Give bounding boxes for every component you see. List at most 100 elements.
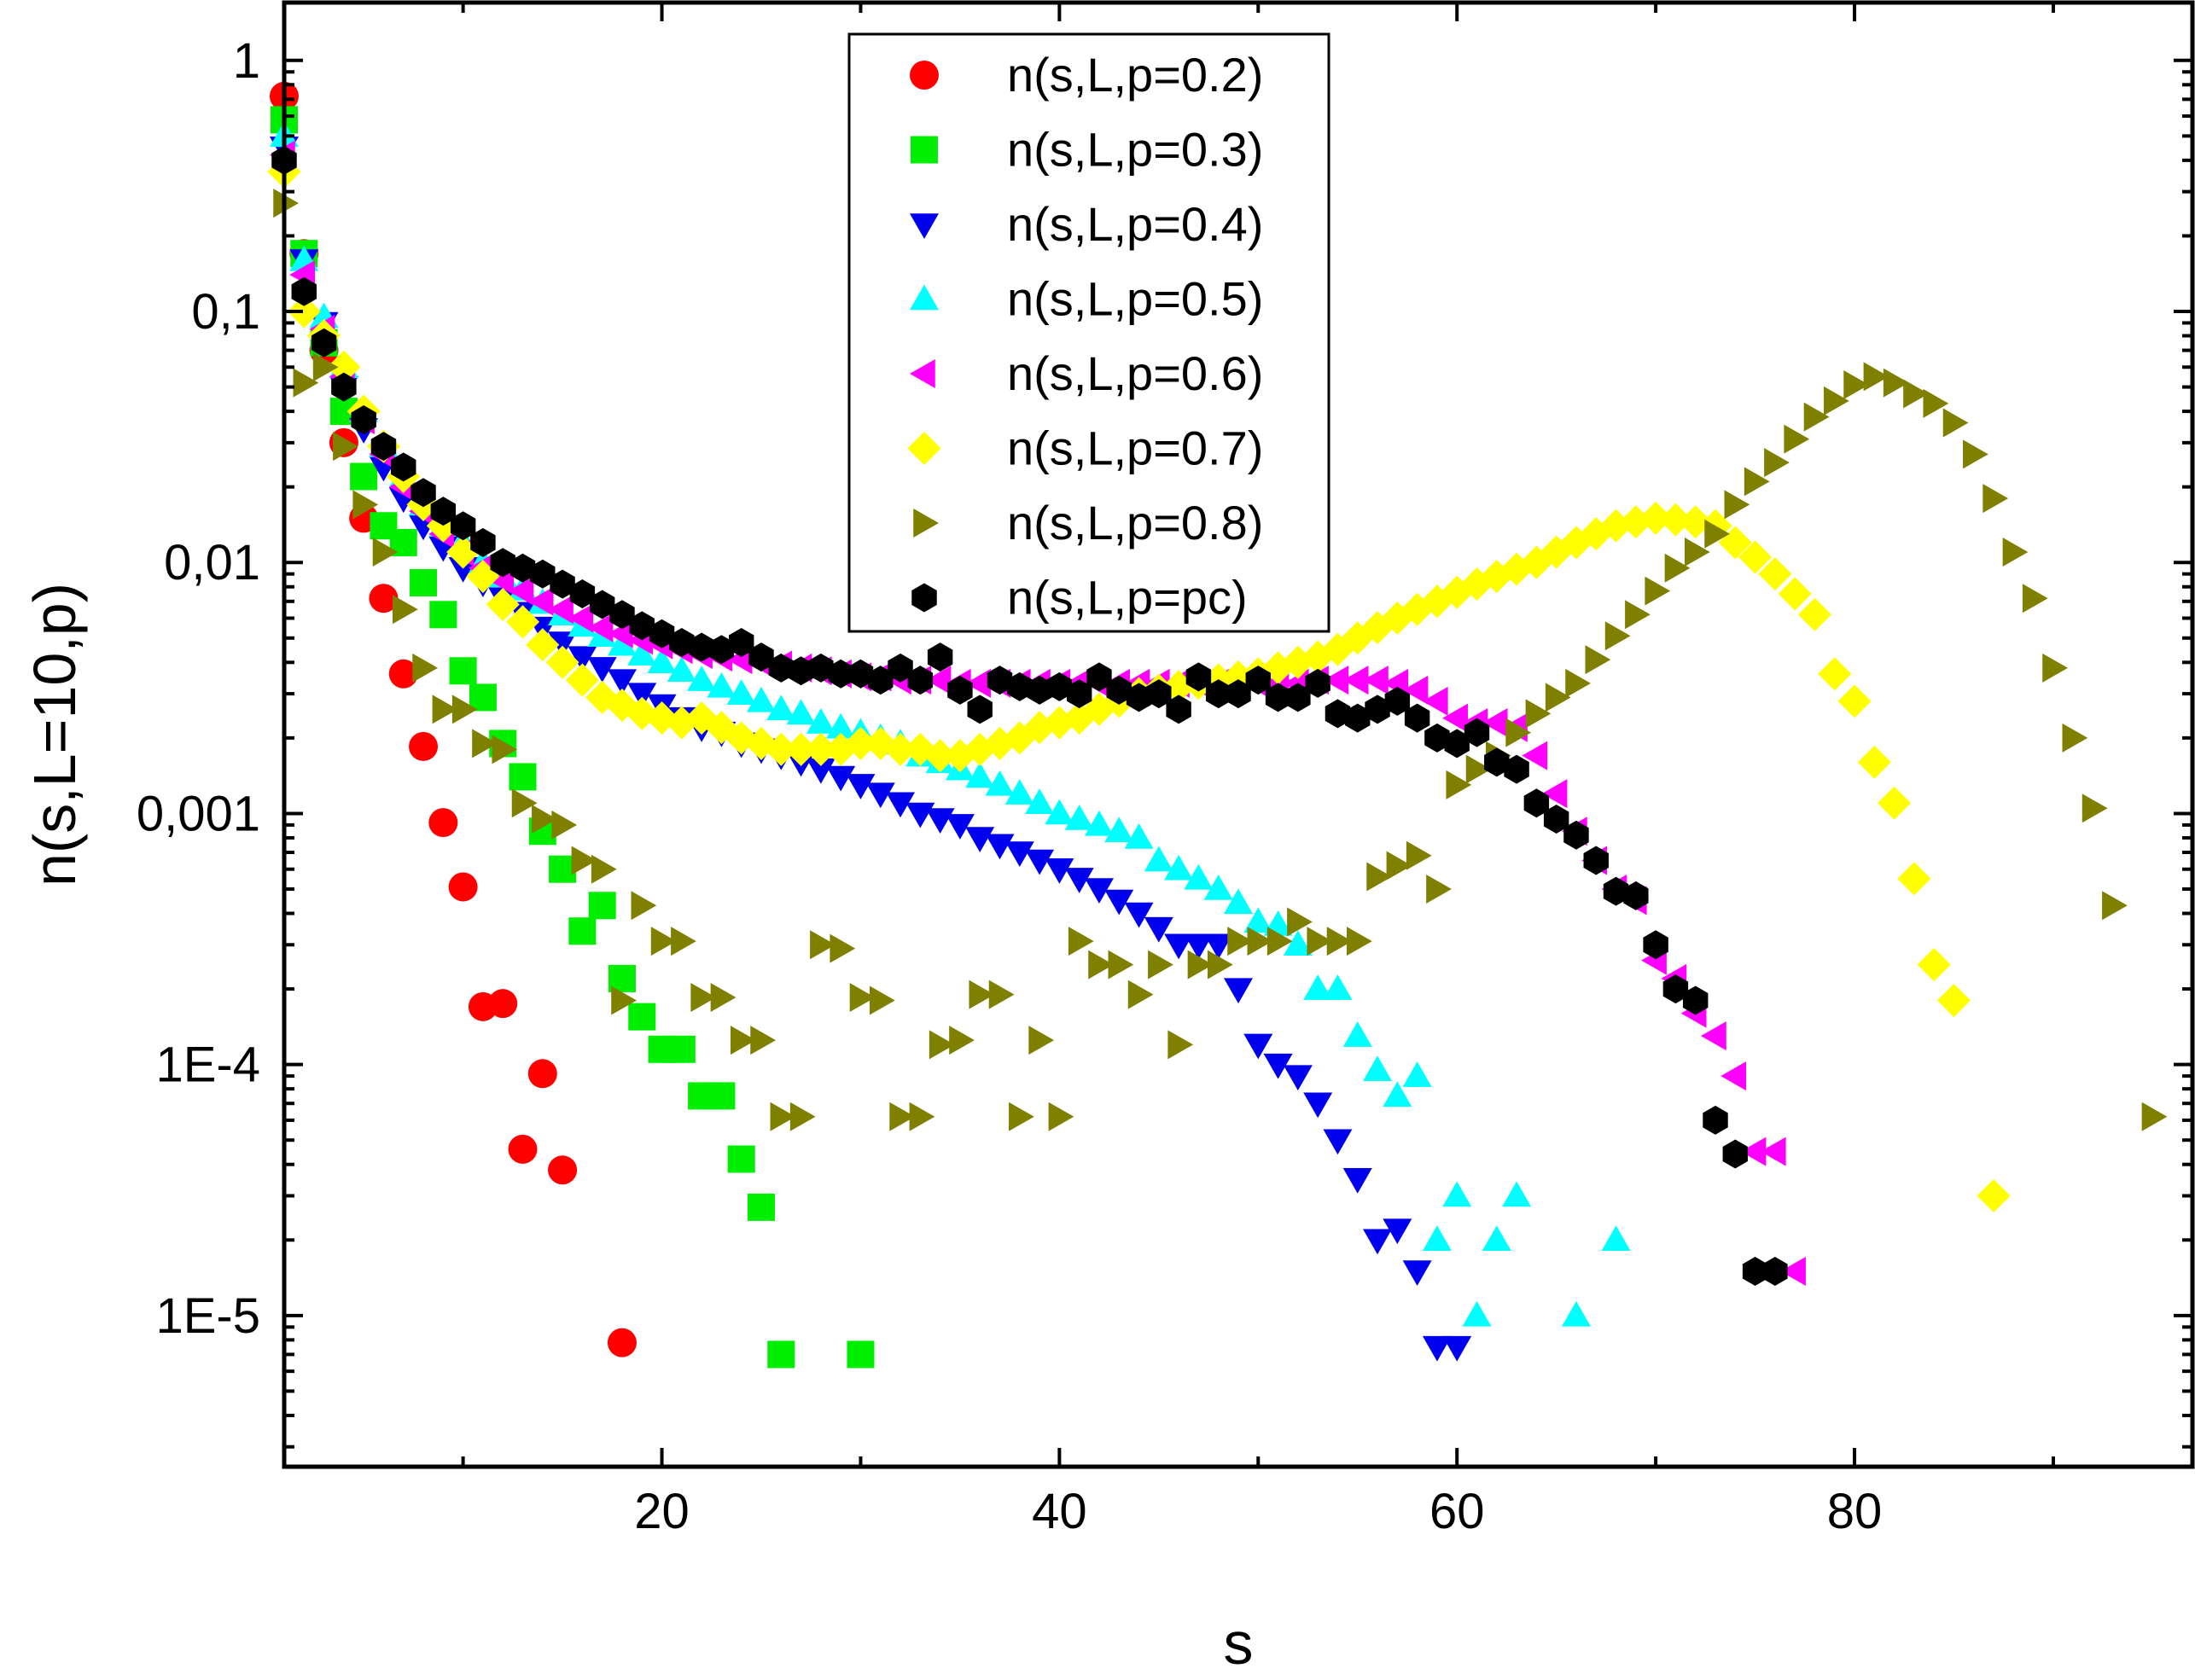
data-point	[965, 827, 995, 852]
data-point	[631, 891, 657, 921]
data-point	[1144, 916, 1173, 943]
data-point	[527, 1059, 557, 1089]
data-point	[472, 729, 498, 759]
data-point	[1046, 671, 1073, 701]
data-point	[1184, 933, 1214, 960]
data-point	[293, 368, 319, 398]
data-point	[1784, 424, 1810, 454]
data-point	[1917, 948, 1951, 982]
data-point	[1604, 621, 1631, 651]
data-point	[967, 695, 993, 724]
data-point	[1863, 362, 1889, 392]
legend: n(s,L,p=0.2) n(s,L,p=0.3) n(s,L,p=0.4) n(s,…	[847, 32, 1330, 633]
legend-label: n(s,L,p=0.8)	[1007, 496, 1263, 549]
data-point	[1088, 950, 1114, 980]
data-point	[748, 1193, 775, 1221]
legend-marker	[913, 509, 939, 538]
legend-marker	[911, 583, 937, 613]
data-point	[1226, 679, 1251, 709]
data-point	[1227, 927, 1253, 956]
data-point	[687, 666, 717, 691]
data-point	[689, 632, 714, 662]
data-point	[1426, 875, 1452, 904]
data-point	[1144, 846, 1173, 872]
data-point	[311, 328, 337, 358]
legend-label: n(s,L,p=0.5)	[1007, 272, 1263, 326]
data-point	[725, 721, 759, 755]
legend-item: n(s,L,p=0.3)	[911, 123, 1263, 177]
data-point	[1720, 1061, 1747, 1091]
data-point	[764, 732, 798, 766]
data-point	[1285, 683, 1311, 712]
x-tick-label: 60	[1429, 1484, 1485, 1539]
data-point	[1658, 503, 1692, 537]
data-point	[1579, 517, 1613, 551]
data-point	[1883, 368, 1909, 398]
data-point	[1126, 683, 1152, 712]
data-point	[985, 770, 1015, 796]
data-point	[748, 642, 774, 672]
data-point	[449, 657, 477, 685]
data-point	[1045, 799, 1074, 825]
data-point	[1084, 810, 1114, 836]
legend-marker	[911, 136, 938, 164]
data-point	[1722, 1139, 1749, 1169]
data-point	[1307, 927, 1333, 956]
data-point	[1442, 703, 1468, 733]
data-point	[2022, 584, 2048, 613]
data-point	[550, 569, 575, 599]
x-axis-title: s	[1224, 1610, 1254, 1677]
data-point	[768, 653, 795, 683]
data-point	[1009, 1102, 1034, 1131]
data-point	[784, 732, 818, 766]
data-point	[1247, 927, 1273, 956]
data-point	[1704, 519, 1730, 549]
data-point	[929, 1030, 955, 1060]
data-point	[1028, 1026, 1055, 1055]
data-point	[1724, 490, 1750, 520]
legend-label: n(s,L,p=0.2)	[1007, 48, 1263, 102]
data-point	[1936, 983, 1971, 1018]
data-point	[727, 1145, 755, 1173]
data-point	[847, 1340, 875, 1369]
y-tick-label: 0,001	[137, 786, 260, 841]
data-point	[943, 739, 977, 773]
data-point	[707, 1082, 736, 1110]
data-point	[548, 595, 573, 625]
data-point	[628, 1003, 656, 1031]
data-point	[1007, 671, 1033, 701]
data-point	[1164, 854, 1194, 881]
data-point	[730, 1026, 756, 1055]
data-point	[331, 372, 357, 402]
data-point	[565, 663, 599, 697]
data-point	[548, 631, 578, 658]
data-point	[1167, 1030, 1194, 1060]
data-point	[806, 758, 835, 784]
data-point	[1203, 933, 1233, 960]
data-point	[965, 762, 995, 788]
data-point	[526, 628, 560, 662]
data-point	[551, 810, 578, 840]
data-point	[847, 659, 874, 689]
data-point	[1224, 978, 1253, 1004]
data-point	[710, 983, 737, 1013]
data-point	[868, 666, 894, 695]
data-point	[1963, 439, 1988, 469]
data-point	[450, 511, 476, 541]
data-point	[1623, 881, 1649, 910]
data-point	[1857, 745, 1891, 779]
data-point	[1803, 402, 1830, 432]
data-point	[985, 834, 1015, 860]
data-point	[587, 657, 617, 683]
data-point	[1363, 666, 1389, 695]
data-point	[945, 814, 975, 840]
data-point	[486, 587, 520, 622]
data-point	[789, 1102, 816, 1131]
data-point	[569, 578, 596, 608]
legend-marker	[910, 61, 939, 90]
data-point	[370, 432, 397, 462]
data-point	[430, 497, 457, 526]
data-point	[511, 788, 538, 818]
legend-item: n(s,L,p=0.2)	[910, 48, 1263, 102]
